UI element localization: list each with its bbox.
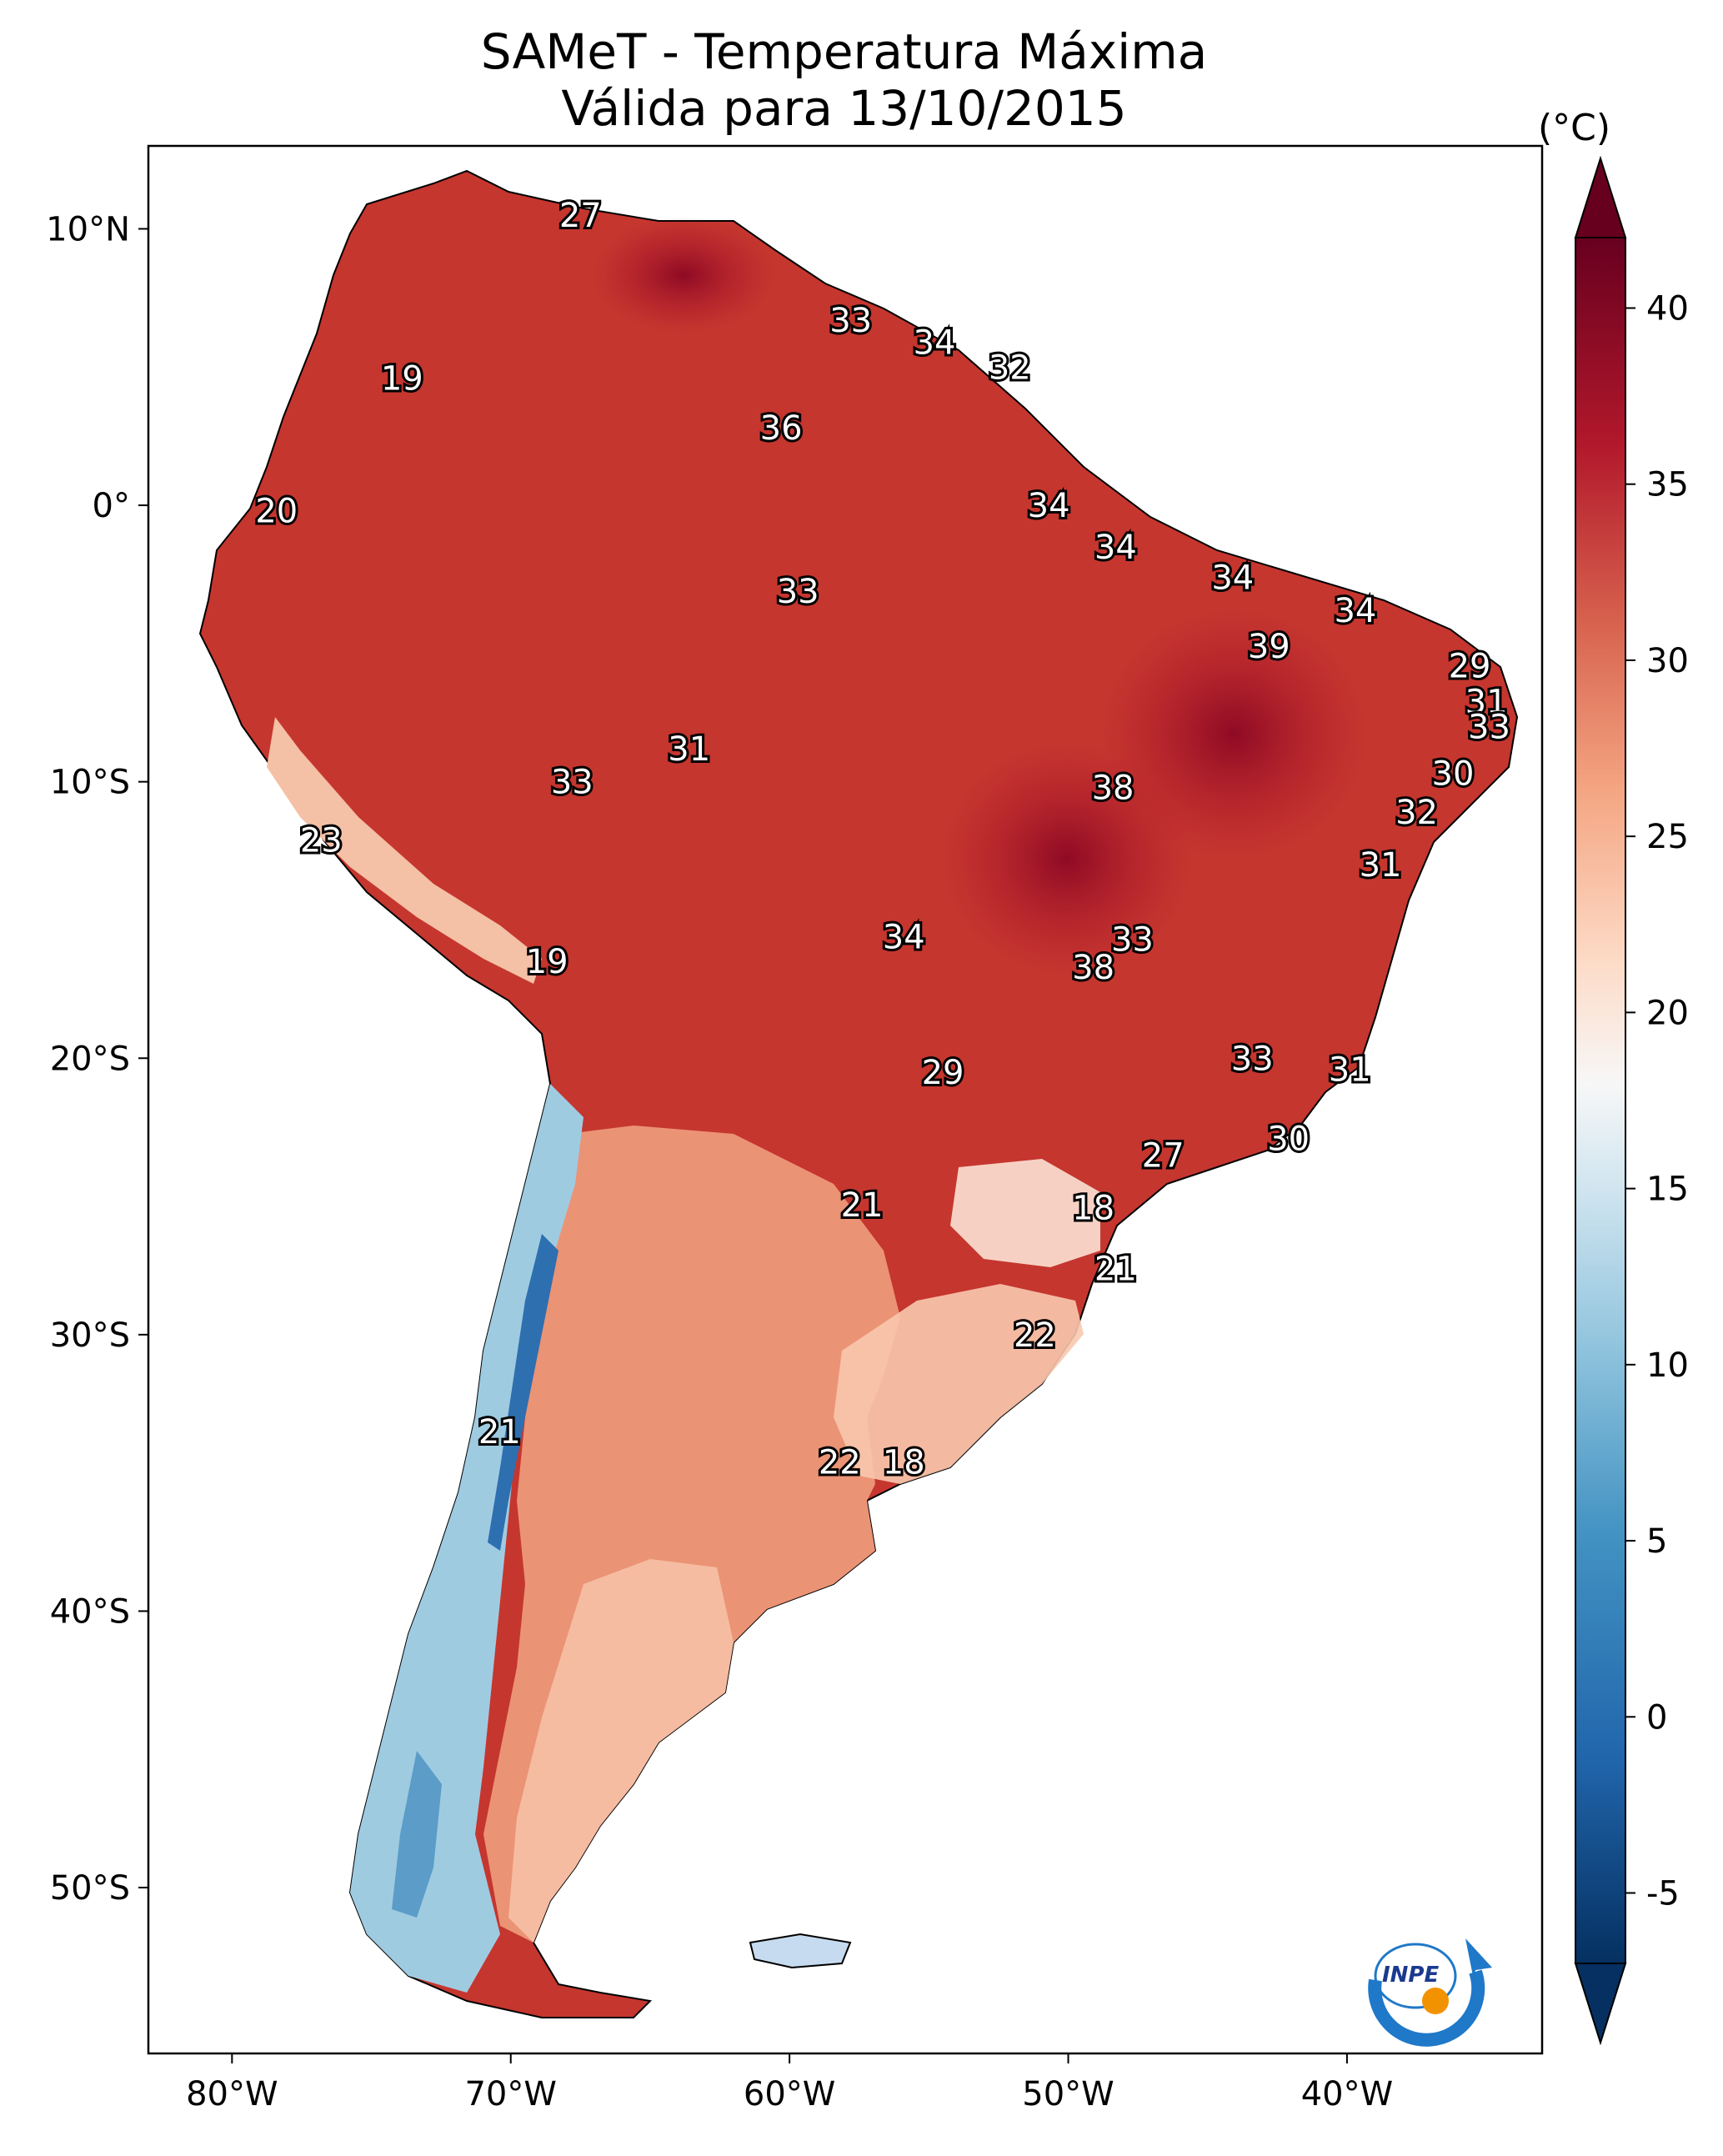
colorbar-gradient — [1575, 237, 1626, 1964]
lat-tick-label: 10°S — [50, 764, 130, 802]
temperature-label: 36 — [760, 409, 803, 448]
andes-coldest — [488, 1234, 558, 1551]
temperature-label: 33 — [1231, 1040, 1274, 1078]
temperature-label: 21 — [478, 1413, 521, 1452]
temperature-label: 20 — [255, 493, 298, 531]
lat-tick-label: 50°S — [50, 1869, 130, 1908]
patagonia-coast-cold — [392, 1751, 442, 1918]
temperature-label: 33 — [1468, 708, 1510, 746]
temperature-label: 18 — [883, 1443, 925, 1482]
colorbar-tick-label: 25 — [1646, 818, 1689, 856]
lat-tick-label: 10°N — [46, 210, 130, 248]
map-frame — [147, 144, 1544, 2055]
uruguay-rs-mild — [834, 1284, 1084, 1484]
latitude-axis: 10°N 0° 10°S 20°S 30°S 40°S 50°S — [46, 210, 148, 1908]
temperature-label: 21 — [1094, 1250, 1137, 1288]
logo-dot — [1422, 1988, 1449, 2014]
logo-arrow-icon — [1465, 1938, 1492, 1980]
colorbar-tick-label: 40 — [1646, 289, 1689, 328]
andes-cold-north — [267, 717, 542, 984]
lat-tick-label: 0° — [93, 487, 130, 525]
colorbar-max-extension — [1574, 155, 1627, 238]
hot-core-venezuela — [592, 217, 775, 333]
temperature-label: 34 — [914, 323, 956, 362]
colorbar-tick-label: 30 — [1646, 642, 1689, 680]
inpe-logo: INPE — [1368, 1938, 1492, 2047]
lat-tick-label: 40°S — [50, 1592, 130, 1631]
temperature-field — [198, 169, 1519, 2018]
logo-text: INPE — [1382, 1963, 1439, 1988]
temperature-label: 32 — [1395, 794, 1438, 832]
temperature-label: 29 — [1449, 647, 1491, 685]
falkland-islands — [749, 1933, 852, 1969]
temperature-label: 27 — [1142, 1136, 1185, 1175]
colorbar-tick-label: 15 — [1646, 1171, 1689, 1209]
temperature-label: 39 — [1248, 628, 1290, 666]
temperature-label: 27 — [559, 197, 602, 235]
temperature-label: 19 — [381, 360, 423, 399]
map-title: SAMeT - Temperatura Máxima Válida para 1… — [146, 23, 1542, 137]
temperature-label: 23 — [300, 821, 343, 860]
lon-tick-label: 80°W — [186, 2075, 278, 2113]
longitude-axis: 80°W 70°W 60°W 50°W 40°W — [186, 2053, 1393, 2113]
temperature-label: 32 — [989, 348, 1031, 387]
temperature-label: 34 — [1028, 487, 1070, 525]
colorbar-min-extension — [1574, 1963, 1627, 2046]
temperature-label: 31 — [1465, 684, 1508, 722]
colorbar-tick-label: 5 — [1646, 1522, 1667, 1561]
colorbar-ticks: 40 35 30 25 20 15 10 5 0 -5 — [1625, 289, 1689, 1913]
temperature-label: 18 — [1072, 1189, 1114, 1227]
temperature-label: 34 — [1094, 529, 1137, 567]
colorbar-tick-label: 20 — [1646, 994, 1689, 1032]
colorbar-tick-label: 35 — [1646, 466, 1689, 504]
title-line-2: Válida para 13/10/2015 — [561, 80, 1127, 137]
logo-ring — [1368, 1969, 1485, 2047]
colorbar-tick-label: -5 — [1646, 1875, 1680, 1913]
temperature-label: 22 — [1014, 1316, 1056, 1355]
temperature-label: 30 — [1267, 1120, 1310, 1158]
lon-tick-label: 50°W — [1022, 2075, 1114, 2113]
temperature-label: 31 — [1329, 1051, 1371, 1090]
southern-cone-mild — [508, 1559, 734, 1943]
colorbar-tick-label: 10 — [1646, 1346, 1689, 1385]
temperature-label: 38 — [1092, 769, 1134, 807]
logo-orbit — [1374, 1943, 1457, 2009]
temperature-label: 19 — [526, 943, 568, 981]
colorbar: 40 35 30 25 20 15 10 5 0 -5 — [1574, 155, 1689, 2046]
colorbar-unit-label: (°C) — [1538, 107, 1611, 149]
parana-cool — [950, 1159, 1100, 1267]
lon-tick-label: 60°W — [744, 2075, 835, 2113]
lon-tick-label: 40°W — [1301, 2075, 1393, 2113]
temperature-label: 34 — [1211, 559, 1254, 597]
temperature-label: 33 — [777, 573, 819, 611]
temperature-label: 33 — [551, 764, 594, 802]
temperature-label: 33 — [1111, 921, 1154, 960]
temperature-label: 38 — [1072, 949, 1114, 987]
lat-tick-label: 30°S — [50, 1316, 130, 1355]
temperature-label: 31 — [668, 730, 710, 769]
temperature-label: 29 — [922, 1054, 964, 1092]
temperature-label: 33 — [829, 302, 872, 340]
lon-tick-label: 70°W — [464, 2075, 556, 2113]
temperature-label: 21 — [841, 1186, 884, 1225]
temperature-label: 34 — [883, 918, 925, 956]
lat-tick-label: 20°S — [50, 1040, 130, 1078]
temperature-label: 30 — [1432, 755, 1475, 794]
temperature-label: 34 — [1334, 592, 1376, 630]
colorbar-tick-label: 0 — [1646, 1698, 1667, 1737]
hot-core-central — [942, 742, 1192, 975]
title-line-1: SAMeT - Temperatura Máxima — [480, 23, 1208, 80]
temperature-label: 22 — [819, 1443, 861, 1482]
temperature-label: 31 — [1360, 846, 1402, 885]
